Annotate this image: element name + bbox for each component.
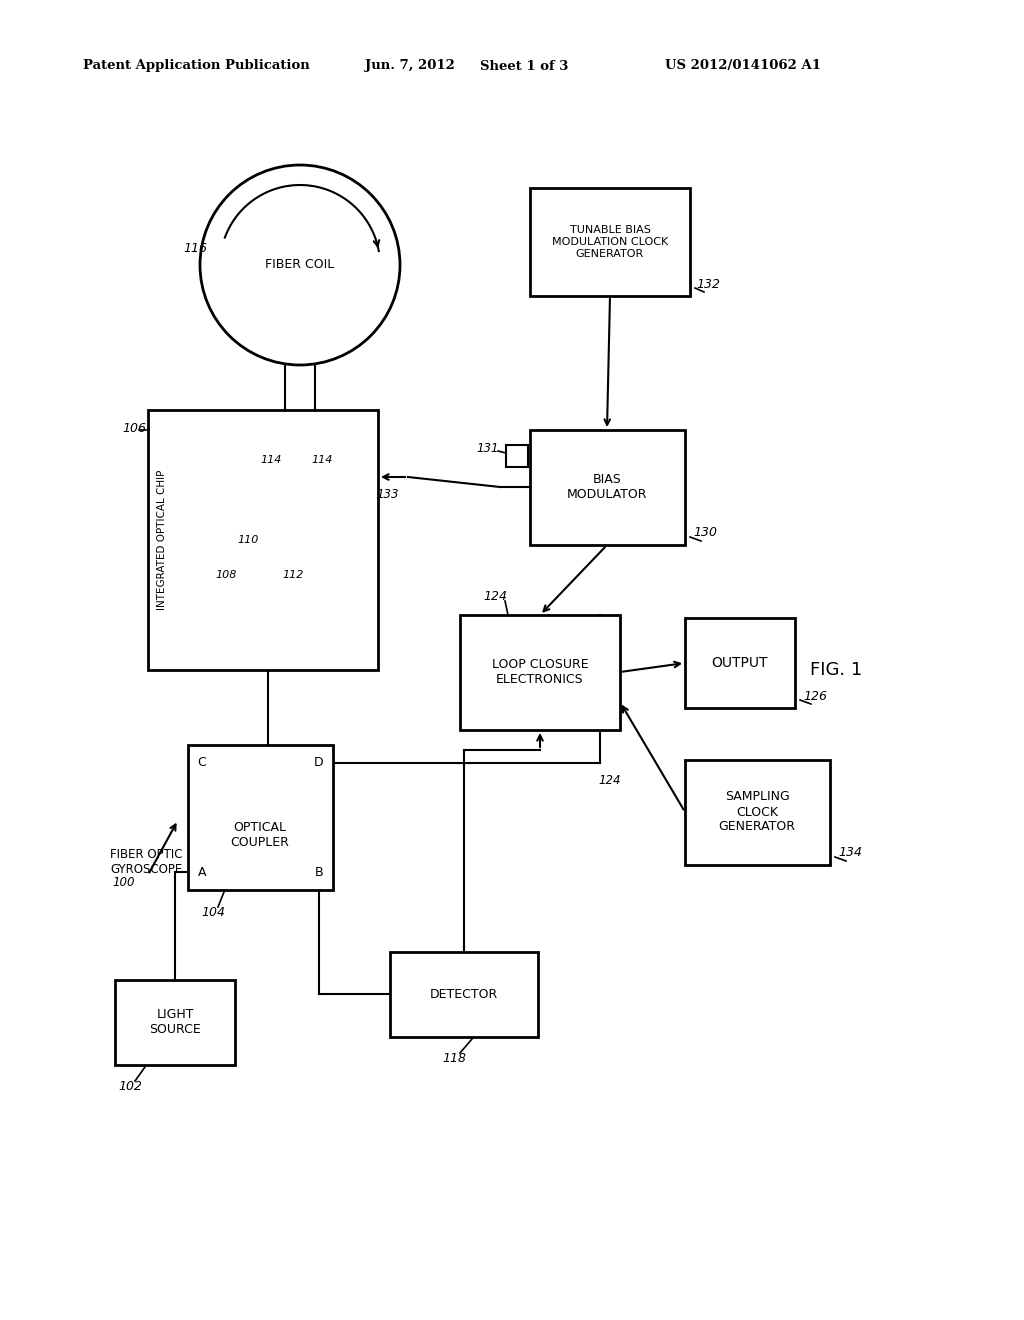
Text: 124: 124 — [483, 590, 507, 603]
Text: SAMPLING
CLOCK
GENERATOR: SAMPLING CLOCK GENERATOR — [719, 791, 796, 833]
Text: 102: 102 — [118, 1081, 142, 1093]
Text: 108: 108 — [215, 570, 237, 579]
Text: Sheet 1 of 3: Sheet 1 of 3 — [480, 59, 568, 73]
Text: 104: 104 — [201, 906, 225, 919]
Text: 106: 106 — [122, 421, 146, 434]
Text: TUNABLE BIAS
MODULATION CLOCK
GENERATOR: TUNABLE BIAS MODULATION CLOCK GENERATOR — [552, 226, 668, 259]
Text: A: A — [198, 866, 206, 879]
Bar — [685, 760, 830, 865]
Text: LIGHT
SOURCE: LIGHT SOURCE — [150, 1008, 201, 1036]
Bar — [685, 618, 795, 708]
Bar — [460, 615, 620, 730]
Text: 130: 130 — [693, 527, 717, 540]
Circle shape — [200, 165, 400, 366]
Text: 132: 132 — [696, 277, 720, 290]
Text: FIG. 1: FIG. 1 — [810, 661, 862, 678]
Text: FIBER COIL: FIBER COIL — [265, 259, 335, 272]
Bar — [506, 445, 528, 467]
Text: FIBER OPTIC
GYROSCOPE: FIBER OPTIC GYROSCOPE — [110, 847, 182, 876]
Text: 116: 116 — [183, 242, 207, 255]
Text: C: C — [198, 756, 207, 770]
Text: Patent Application Publication: Patent Application Publication — [83, 59, 309, 73]
Text: 133: 133 — [377, 488, 399, 502]
Text: DETECTOR: DETECTOR — [430, 987, 498, 1001]
Text: 126: 126 — [803, 689, 827, 702]
Bar — [390, 952, 538, 1038]
Text: 112: 112 — [283, 570, 304, 579]
Bar — [188, 744, 333, 890]
Text: B: B — [314, 866, 324, 879]
Text: 131: 131 — [477, 442, 500, 455]
Text: 114: 114 — [311, 455, 333, 465]
Text: US 2012/0141062 A1: US 2012/0141062 A1 — [665, 59, 821, 73]
Text: 114: 114 — [260, 455, 282, 465]
Bar — [148, 411, 378, 671]
Text: 100: 100 — [112, 875, 134, 888]
Text: OPTICAL
COUPLER: OPTICAL COUPLER — [230, 821, 290, 849]
Bar — [115, 979, 234, 1065]
Text: BIAS
MODULATOR: BIAS MODULATOR — [566, 473, 647, 502]
Text: 134: 134 — [838, 846, 862, 859]
Text: 110: 110 — [238, 535, 259, 545]
Text: OUTPUT: OUTPUT — [712, 656, 768, 671]
Text: Jun. 7, 2012: Jun. 7, 2012 — [365, 59, 455, 73]
Text: INTEGRATED OPTICAL CHIP: INTEGRATED OPTICAL CHIP — [157, 470, 167, 610]
Text: 124: 124 — [599, 775, 622, 788]
Text: 118: 118 — [442, 1052, 466, 1065]
Bar — [530, 187, 690, 296]
Text: LOOP CLOSURE
ELECTRONICS: LOOP CLOSURE ELECTRONICS — [492, 657, 589, 686]
Bar — [530, 430, 685, 545]
Text: D: D — [314, 756, 324, 770]
